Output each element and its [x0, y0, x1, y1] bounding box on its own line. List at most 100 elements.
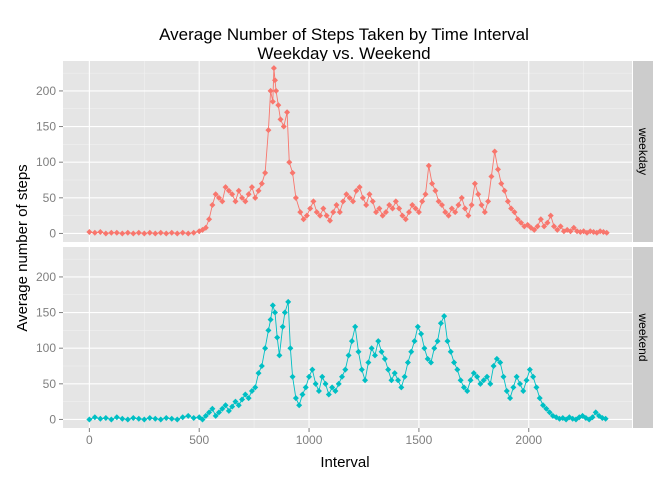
data-point: [480, 377, 487, 384]
y-axis-label: Average number of steps: [14, 164, 31, 331]
data-point: [392, 198, 399, 205]
data-point: [297, 209, 304, 216]
data-point: [130, 415, 137, 422]
data-point: [543, 405, 550, 412]
data-point: [487, 380, 494, 387]
data-point: [369, 198, 376, 205]
x-tick-label: 1500: [406, 433, 433, 447]
data-point: [592, 409, 599, 416]
data-point: [458, 194, 465, 201]
data-point: [570, 224, 577, 231]
data-point: [402, 216, 409, 223]
data-point: [102, 230, 109, 237]
data-point: [270, 65, 277, 72]
data-point: [398, 384, 405, 391]
panel-background: [63, 247, 632, 428]
data-point: [313, 209, 320, 216]
data-point: [493, 355, 500, 362]
data-point: [464, 387, 471, 394]
data-point: [307, 205, 314, 212]
data-point: [179, 229, 186, 236]
data-point: [457, 377, 464, 384]
data-point: [385, 366, 392, 373]
data-point: [235, 187, 242, 194]
data-point: [306, 373, 313, 380]
facet-strip-label: weekend: [636, 312, 650, 361]
data-point: [352, 323, 359, 330]
data-point: [366, 191, 373, 198]
panel-weekday: 0 50 100 150 200 weekday: [36, 61, 653, 242]
data-point: [209, 405, 216, 412]
data-point: [348, 338, 355, 345]
data-point: [289, 169, 296, 176]
data-point: [447, 348, 454, 355]
data-point: [488, 173, 495, 180]
data-point: [373, 209, 380, 216]
data-point: [537, 216, 544, 223]
data-point: [97, 229, 104, 236]
data-point: [225, 407, 232, 414]
data-point: [303, 212, 310, 219]
y-tick-label: 100: [36, 341, 56, 355]
data-point: [185, 412, 192, 419]
data-point: [232, 398, 239, 405]
data-point: [274, 334, 281, 341]
data-point: [388, 377, 395, 384]
y-tick-label: 100: [36, 155, 56, 169]
data-point: [206, 409, 213, 416]
data-point: [267, 87, 274, 94]
data-point: [554, 226, 561, 233]
data-point: [362, 377, 369, 384]
data-point: [113, 229, 120, 236]
data-point: [135, 415, 142, 422]
data-point: [389, 205, 396, 212]
data-point: [507, 395, 514, 402]
data-point: [163, 415, 170, 422]
data-point: [375, 338, 382, 345]
data-point: [454, 366, 461, 373]
data-point: [343, 191, 350, 198]
data-point: [174, 416, 181, 423]
data-point: [262, 169, 269, 176]
data-point: [323, 212, 330, 219]
data-point: [551, 223, 558, 230]
data-point: [391, 370, 398, 377]
data-point: [219, 198, 226, 205]
data-point: [368, 345, 375, 352]
data-point: [273, 87, 280, 94]
data-point: [500, 373, 507, 380]
facet-strip: [633, 247, 653, 428]
data-point: [258, 363, 265, 370]
x-tick-label: 0: [86, 433, 93, 447]
y-tick-label: 150: [36, 120, 56, 134]
data-point: [478, 201, 485, 208]
panel-weekend: 0 50 100 150 200 weekend: [36, 247, 653, 428]
data-point: [300, 216, 307, 223]
data-point: [376, 205, 383, 212]
data-point: [437, 320, 444, 327]
data-point: [86, 229, 93, 236]
data-point: [444, 338, 451, 345]
data-point: [91, 414, 98, 421]
data-point: [349, 198, 356, 205]
data-point: [498, 180, 505, 187]
data-point: [289, 373, 296, 380]
data-point: [248, 184, 255, 191]
data-point: [262, 345, 269, 352]
data-point: [432, 187, 439, 194]
data-point: [225, 187, 232, 194]
chart-title-line2: Weekday vs. Weekend: [257, 44, 430, 63]
y-tick-label: 150: [36, 306, 56, 320]
data-point: [146, 415, 153, 422]
data-point: [245, 191, 252, 198]
data-point: [185, 230, 192, 237]
facet-strip: [633, 61, 653, 242]
data-point: [292, 194, 299, 201]
data-point: [229, 403, 236, 410]
data-point: [470, 370, 477, 377]
data-point: [462, 205, 469, 212]
data-point: [520, 387, 527, 394]
data-point: [429, 180, 436, 187]
facet-strip-label: weekday: [636, 127, 650, 175]
data-point: [526, 366, 533, 373]
